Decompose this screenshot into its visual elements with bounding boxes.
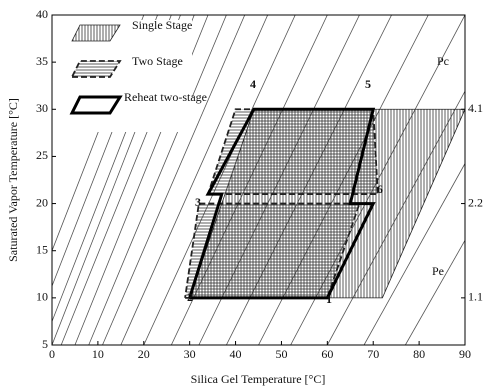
annotation: Pe (432, 264, 444, 278)
y-tick-label: 20 (36, 195, 48, 209)
y-tick-label: 15 (36, 242, 48, 256)
x-tick-label: 10 (92, 347, 104, 361)
isostere (120, 15, 269, 345)
annotation: Pc (437, 54, 449, 68)
x-tick-label: 60 (321, 347, 333, 361)
annotation: 5 (365, 77, 371, 91)
y-axis-label: Saturated Vapor Temperature [°C] (6, 98, 20, 262)
annotation: 1 (326, 292, 332, 306)
x-axis-label: Silica Gel Temperature [°C] (191, 372, 326, 386)
x-tick-label: 40 (230, 347, 242, 361)
legend-swatch (70, 60, 122, 78)
legend-swatch (69, 95, 123, 115)
isostere (88, 15, 227, 345)
y2-tick-label: 1.1 (468, 290, 483, 304)
x-tick-label: 80 (413, 347, 425, 361)
x-tick-label: 50 (275, 347, 287, 361)
annotation: 3 (195, 195, 201, 209)
y-tick-label: 40 (36, 7, 48, 21)
isostere (404, 239, 465, 345)
y2-tick-label: 2.2 (468, 195, 483, 209)
annotation: 4 (250, 77, 256, 91)
x-tick-label: 0 (49, 347, 55, 361)
isostere (363, 162, 465, 345)
x-tick-label: 20 (138, 347, 150, 361)
cycle-path (188, 107, 376, 300)
x-tick-label: 70 (367, 347, 379, 361)
legend-label: Two Stage (132, 54, 183, 68)
annotation: 6 (377, 182, 383, 196)
y-tick-label: 5 (42, 337, 48, 351)
annotation: 2 (187, 290, 193, 304)
legend-label: Single Stage (132, 18, 192, 32)
y-tick-label: 10 (36, 290, 48, 304)
x-tick-label: 30 (184, 347, 196, 361)
isostere (102, 15, 246, 345)
plot-frame (51, 14, 466, 346)
legend-swatch (71, 24, 121, 42)
legend-label: Reheat two-stage (124, 90, 207, 104)
x-tick-label: 90 (459, 347, 471, 361)
y2-tick-label: 4.1 (468, 101, 483, 115)
y-tick-label: 25 (36, 148, 48, 162)
y-tick-label: 35 (36, 54, 48, 68)
y-tick-label: 30 (36, 101, 48, 115)
